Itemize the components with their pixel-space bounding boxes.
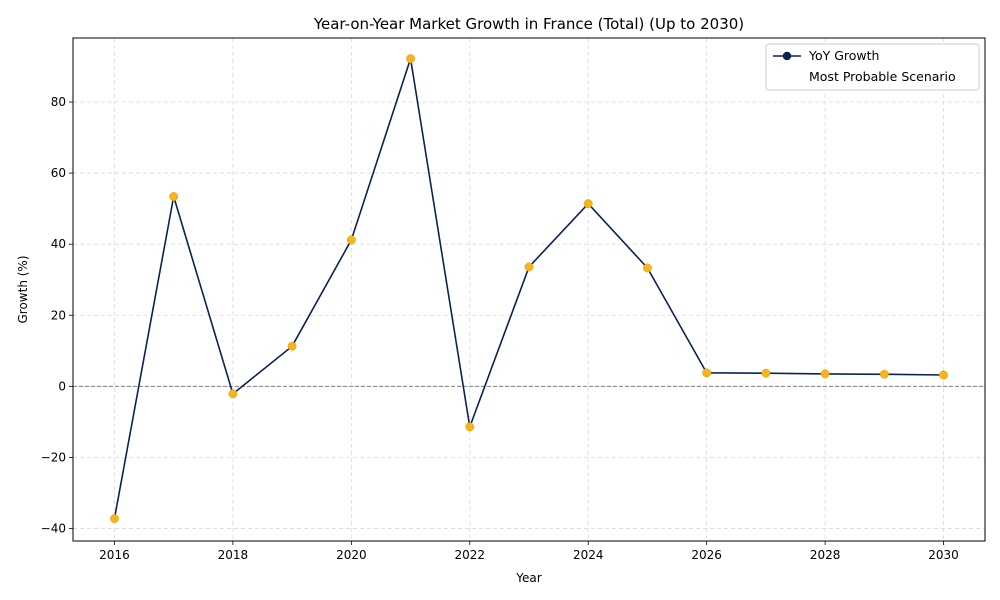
legend-entry-most-probable-scenario: Most Probable Scenario — [809, 69, 956, 84]
grid — [73, 38, 985, 541]
data-point — [583, 199, 593, 209]
y-tick-label: −20 — [41, 450, 66, 464]
axis-ticks: 2016 2018 2020 2022 2024 2026 2028 2030 −40 −20 0 2… — [41, 95, 959, 562]
y-tick-label: −40 — [41, 522, 66, 536]
x-axis-label: Year — [515, 571, 541, 585]
y-tick-label: 20 — [51, 308, 66, 322]
y-tick-label: 40 — [51, 237, 66, 251]
y-axis-label: Growth (%) — [16, 255, 30, 323]
plot-frame — [72, 37, 986, 542]
data-point — [406, 54, 416, 64]
data-point — [287, 341, 297, 351]
x-tick-label: 2016 — [99, 548, 130, 562]
x-tick-label: 2026 — [691, 548, 722, 562]
x-tick-label: 2020 — [336, 548, 367, 562]
x-tick-label: 2018 — [218, 548, 249, 562]
chart-title: Year-on-Year Market Growth in France (To… — [313, 15, 744, 33]
data-point — [110, 514, 119, 524]
y-tick-label: 60 — [51, 166, 66, 180]
data-point — [346, 235, 356, 245]
x-tick-label: 2028 — [810, 548, 841, 562]
data-point — [879, 369, 889, 379]
y-tick-label: 0 — [58, 379, 66, 393]
data-point — [761, 368, 771, 378]
data-point — [642, 263, 652, 273]
x-tick-label: 2030 — [928, 548, 959, 562]
y-tick-label: 80 — [51, 95, 66, 109]
legend-entry-yoy-growth: YoY Growth — [808, 48, 879, 63]
x-tick-label: 2024 — [573, 548, 604, 562]
data-point — [228, 389, 238, 399]
legend-box — [765, 43, 980, 91]
data-point — [524, 262, 534, 272]
data-point — [702, 368, 712, 378]
series-line — [113, 58, 944, 519]
legend: YoY Growth Most Probable Scenario — [765, 43, 980, 91]
series-layer — [110, 54, 948, 524]
data-point — [465, 422, 475, 432]
data-point — [820, 369, 830, 379]
x-tick-label: 2022 — [455, 548, 486, 562]
legend-marker-swatch — [782, 51, 792, 61]
data-point — [939, 370, 948, 380]
data-point — [169, 192, 179, 201]
